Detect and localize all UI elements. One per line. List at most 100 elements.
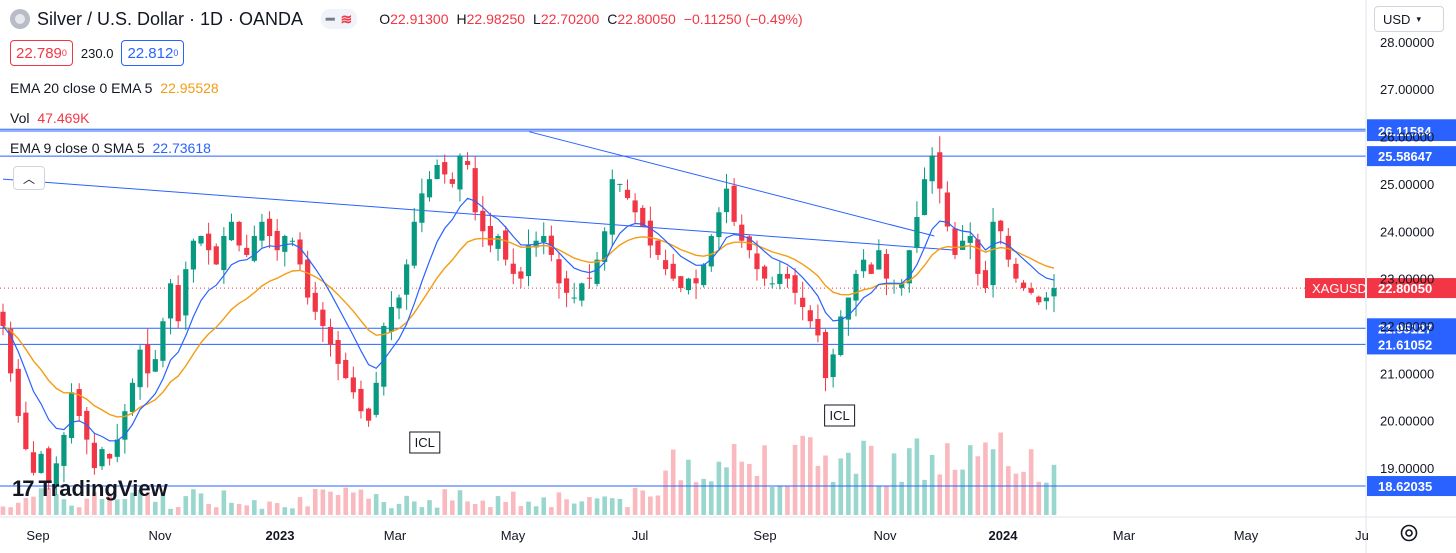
horizontal-levels[interactable]: 26.1533926.1158425.5864721.9512721.61052… <box>0 119 1456 497</box>
volume-bar <box>465 501 470 515</box>
trendlines[interactable] <box>2 131 957 251</box>
candle-body <box>914 217 920 248</box>
candle-body <box>777 273 783 284</box>
icl-box <box>824 404 856 427</box>
time-tick-label: 2023 <box>266 528 295 543</box>
level-price-label: 21.95127 <box>1367 318 1456 339</box>
volume-bar <box>442 489 448 515</box>
candles <box>0 136 1057 496</box>
candle-body <box>975 239 981 274</box>
indicator-ema20[interactable]: EMA 20 close 0 EMA 5 22.95528 <box>10 80 219 96</box>
icl-annotation: ICL <box>824 404 856 427</box>
volume-bar <box>602 496 607 515</box>
candle-body <box>129 382 136 412</box>
candle-body <box>921 179 928 216</box>
level-label-bg <box>1367 318 1456 339</box>
level-label-text: 21.95127 <box>1378 321 1432 336</box>
price-change: −0.11250 (−0.49%) <box>683 11 803 27</box>
collapse-indicators-button[interactable]: ︿ <box>13 166 45 190</box>
symbol-tag-bg <box>1305 278 1365 299</box>
volume-bar <box>15 502 21 515</box>
trendline[interactable] <box>529 131 935 237</box>
volume-bar <box>297 497 303 515</box>
volume-bar <box>320 489 326 515</box>
volume-bar <box>290 508 295 515</box>
candle-body <box>160 321 166 361</box>
level-label-text: 21.61052 <box>1378 337 1432 352</box>
volume-bar <box>31 496 36 515</box>
spread-value: 230.0 <box>80 45 114 61</box>
currency-select[interactable]: USD ▾ <box>1374 6 1444 32</box>
candle-body <box>640 207 646 227</box>
candle-body <box>960 240 966 250</box>
volume-bar <box>549 507 554 515</box>
volume-bar <box>396 503 402 515</box>
indicator-volume[interactable]: Vol 47.469K <box>10 110 90 126</box>
candle-body <box>350 377 356 393</box>
indicator-ema9[interactable]: EMA 9 close 0 SMA 5 22.73618 <box>10 140 211 156</box>
volume-bar <box>312 489 318 515</box>
candle-body <box>175 285 181 322</box>
volume-bar <box>274 503 280 515</box>
gear-icon[interactable] <box>1398 522 1420 544</box>
candle-body <box>998 220 1004 232</box>
trendline[interactable] <box>2 178 957 251</box>
candle-body <box>335 340 341 364</box>
candle-body <box>396 297 402 309</box>
candle-body <box>213 246 219 265</box>
buy-button[interactable]: 22.812 0 <box>121 40 185 66</box>
volume-bar <box>807 437 813 515</box>
candle-body <box>716 212 722 238</box>
volume-bar <box>861 440 866 515</box>
volume-bar <box>884 486 889 515</box>
candle-body <box>731 185 737 222</box>
candle-body <box>411 221 417 266</box>
candle-body <box>647 220 653 246</box>
symbol-title[interactable]: Silver / U.S. Dollar · 1D · OANDA <box>37 8 304 29</box>
volume-bar <box>130 492 135 515</box>
candle-body <box>373 382 379 415</box>
volume-bar <box>777 485 783 515</box>
last-price-label: 22.80050 <box>1378 281 1432 296</box>
volume-bar <box>107 494 112 515</box>
volume-bar <box>381 502 387 515</box>
price-tick-label: 21.00000 <box>1380 366 1434 381</box>
chevron-down-icon: ▾ <box>1416 13 1421 24</box>
market-status-pill[interactable]: ━ ≋ <box>321 9 358 29</box>
candle-body <box>632 200 638 213</box>
candle-body <box>556 259 562 284</box>
volume-bar <box>1021 471 1026 515</box>
candle-body <box>800 297 806 308</box>
candle-body <box>1036 296 1042 303</box>
volume-bar <box>335 495 341 515</box>
volume-bar <box>693 482 699 515</box>
candle-body <box>282 235 288 252</box>
candle-body <box>15 368 21 416</box>
volume-bar <box>480 500 486 515</box>
tradingview-logo[interactable]: 17 TradingView <box>12 476 168 501</box>
sell-button[interactable]: 22.789 0 <box>10 40 73 66</box>
volume-bar <box>655 495 661 515</box>
time-tick-label: May <box>501 528 526 543</box>
candle-body <box>853 273 859 301</box>
volume-bar <box>328 491 333 515</box>
volume-bar <box>434 507 440 515</box>
volume-bar <box>1013 473 1019 515</box>
level-price-label: 26.11584 <box>1367 121 1456 142</box>
candle-body <box>815 318 821 336</box>
volume-bar <box>153 501 158 515</box>
volume-bar <box>990 449 996 515</box>
candle-body <box>365 408 372 421</box>
candle-body <box>655 240 661 255</box>
volume-bar <box>450 500 455 515</box>
symbol-header: Silver / U.S. Dollar · 1D · OANDA ━ ≋ O2… <box>10 6 803 32</box>
volume-bar <box>236 503 242 515</box>
candle-body <box>289 240 296 242</box>
volume-bar <box>526 501 531 515</box>
candle-body <box>723 188 730 213</box>
icl-annotation: ICL <box>409 431 441 454</box>
volume-bar <box>686 459 691 515</box>
candle-body <box>167 283 174 319</box>
volume-bar <box>427 500 432 515</box>
